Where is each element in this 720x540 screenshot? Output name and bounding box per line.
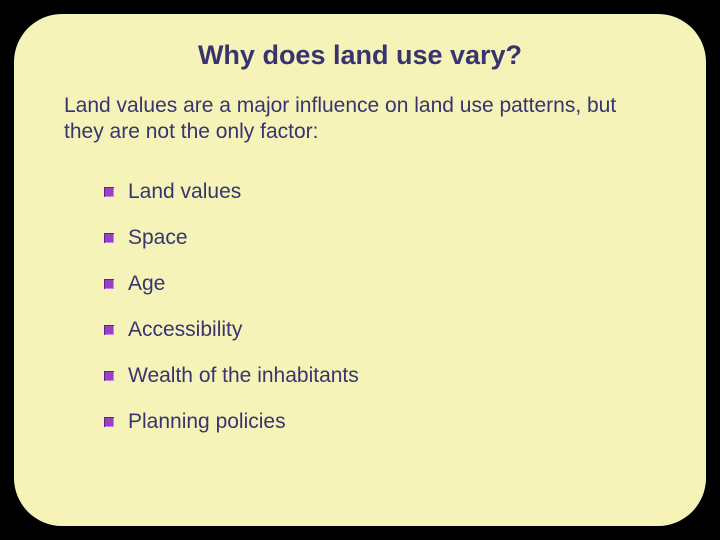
- list-item: Accessibility: [104, 318, 662, 342]
- list-item: Planning policies: [104, 410, 662, 434]
- list-item: Space: [104, 226, 662, 250]
- slide-title: Why does land use vary?: [58, 40, 662, 71]
- list-item: Age: [104, 272, 662, 296]
- list-item: Land values: [104, 180, 662, 204]
- bullet-list: Land values Space Age Accessibility Weal…: [58, 180, 662, 434]
- slide-card: Why does land use vary? Land values are …: [14, 14, 706, 526]
- slide-intro: Land values are a major influence on lan…: [58, 93, 662, 146]
- list-item: Wealth of the inhabitants: [104, 364, 662, 388]
